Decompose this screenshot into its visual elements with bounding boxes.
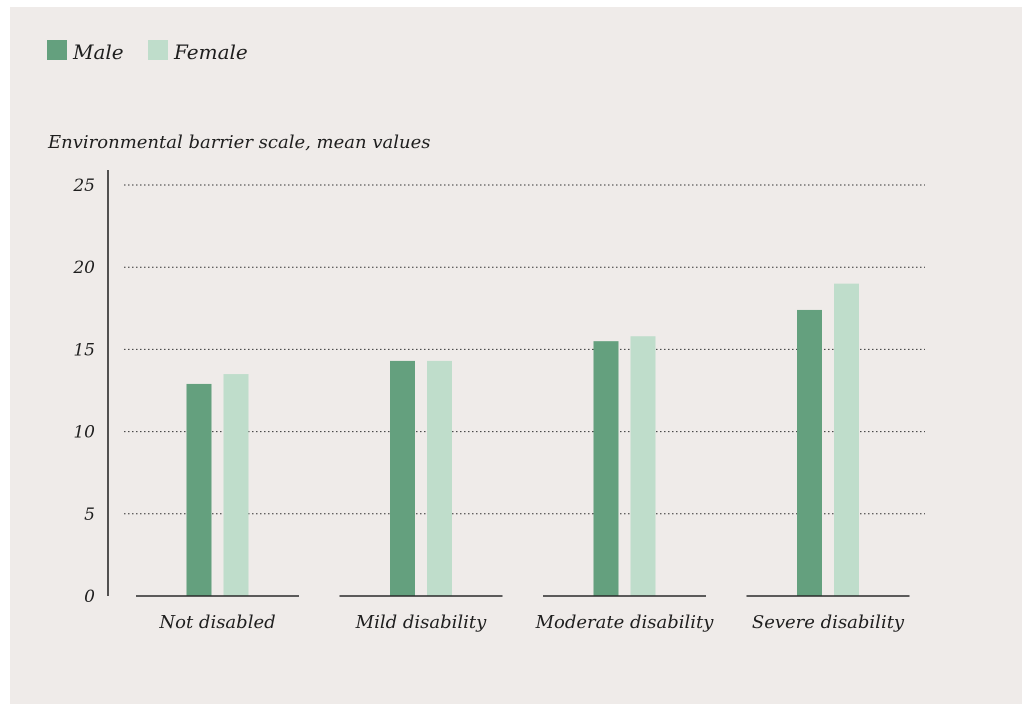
category-label-2: Mild disability [355, 612, 487, 633]
bar-female-2 [427, 360, 452, 596]
legend-label-female: Female [173, 40, 248, 64]
legend: Male Female [47, 40, 248, 64]
y-axis-title: Environmental barrier scale, mean values [47, 132, 430, 153]
bars [186, 283, 859, 596]
legend-swatch-female [148, 40, 168, 60]
bar-female-3 [630, 336, 656, 596]
category-label-1: Not disabled [158, 612, 275, 633]
bar-male-2 [390, 360, 415, 596]
y-tick-label-15: 15 [73, 340, 95, 360]
bar-male-1 [186, 383, 212, 596]
category-label-3: Moderate disability [535, 612, 715, 633]
bar-female-4 [834, 283, 859, 596]
bar-male-4 [797, 309, 822, 596]
x-axis-categories: Not disabled Mild disability Moderate disa… [158, 612, 905, 633]
y-tick-label-5: 5 [84, 505, 95, 525]
category-label-4: Severe disability [752, 612, 905, 633]
y-axis-ticks: 0 5 10 15 20 25 [72, 176, 95, 607]
y-tick-label-0: 0 [84, 587, 95, 607]
y-tick-label-10: 10 [73, 423, 95, 443]
y-tick-label-20: 20 [72, 258, 95, 278]
legend-swatch-male [47, 40, 67, 60]
y-tick-label-25: 25 [72, 176, 95, 196]
gridlines [124, 184, 925, 515]
bar-male-3 [593, 341, 619, 596]
legend-label-male: Male [72, 40, 124, 64]
bar-female-1 [223, 374, 249, 596]
